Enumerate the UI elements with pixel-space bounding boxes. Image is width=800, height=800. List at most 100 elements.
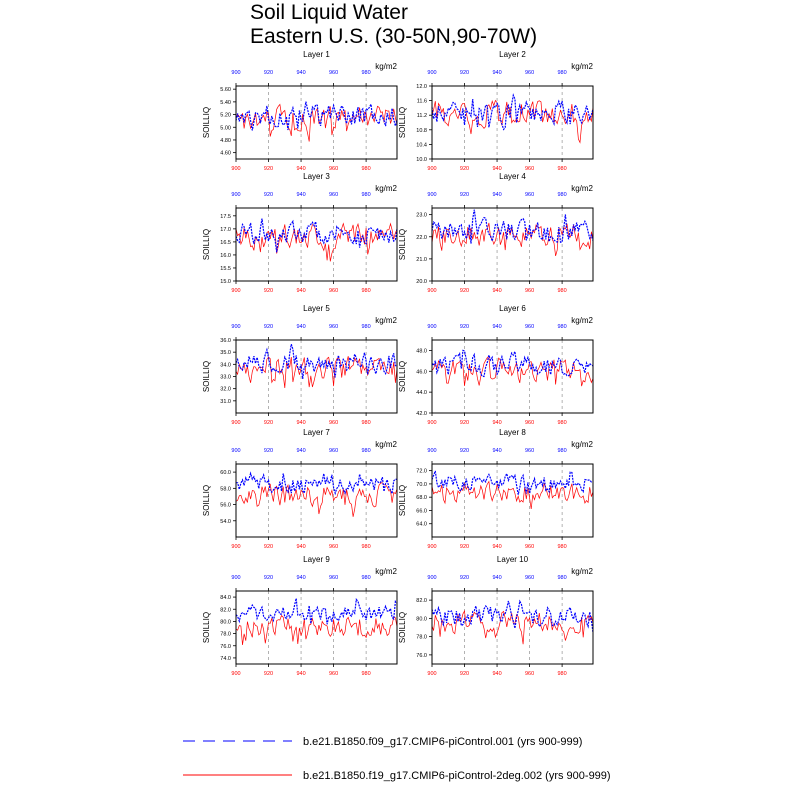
x-tick-label-bottom: 920 <box>460 288 469 294</box>
series-line-blue <box>235 344 397 379</box>
x-tick-label-bottom: 940 <box>492 288 501 294</box>
panel-title: Layer 5 <box>303 304 330 313</box>
x-tick-label-top: 940 <box>296 448 305 454</box>
y-tick-label: 80.0 <box>416 616 427 622</box>
x-tick-label-top: 920 <box>264 324 273 330</box>
x-tick-label-bottom: 980 <box>558 544 567 550</box>
y-axis-label: SOILLIQ <box>398 612 407 643</box>
panel-title: Layer 2 <box>499 50 526 59</box>
x-tick-label-top: 920 <box>460 70 469 76</box>
x-tick-label-bottom: 980 <box>362 166 371 172</box>
panel-4: Layer 4 kg/m2 SOILLIQ 900 900 920 920 940 940 960… <box>398 172 594 294</box>
y-tick-label: 46.0 <box>416 369 427 375</box>
panel-2: Layer 2 kg/m2 SOILLIQ 900 900 920 920 940 940 960… <box>398 50 594 172</box>
series-line-red <box>235 222 398 262</box>
series-line-red <box>431 480 594 510</box>
x-tick-label-bottom: 900 <box>231 288 240 294</box>
y-tick-label: 42.0 <box>416 411 427 417</box>
x-tick-label-top: 900 <box>231 192 240 198</box>
legend-label: b.e21.B1850.f19_g17.CMIP6-piControl-2deg… <box>303 770 611 782</box>
series-line-red <box>431 355 594 387</box>
x-tick-label-top: 980 <box>558 575 567 581</box>
x-tick-label-bottom: 960 <box>525 288 534 294</box>
y-tick-label: 5.00 <box>220 125 231 131</box>
x-tick-label-top: 940 <box>492 448 501 454</box>
x-tick-label-bottom: 980 <box>362 544 371 550</box>
x-tick-label-bottom: 920 <box>264 671 273 677</box>
y-tick-label: 34.0 <box>220 362 231 368</box>
plot-frame <box>431 463 594 538</box>
panel-title: Layer 8 <box>499 428 526 437</box>
x-tick-label-top: 980 <box>362 575 371 581</box>
y-axis-label: SOILLIQ <box>202 485 211 516</box>
x-tick-label-top: 980 <box>362 70 371 76</box>
x-tick-label-bottom: 960 <box>525 671 534 677</box>
x-tick-label-top: 920 <box>460 575 469 581</box>
x-tick-label-top: 960 <box>329 448 338 454</box>
y-axis-label: SOILLIQ <box>202 612 211 643</box>
x-tick-label-top: 920 <box>264 192 273 198</box>
y-tick-label: 11.2 <box>417 113 427 119</box>
y-tick-label: 16.5 <box>220 240 231 246</box>
panel-6: Layer 6 kg/m2 SOILLIQ 900 900 920 920 940 940 960… <box>398 304 594 426</box>
panel-5: Layer 5 kg/m2 SOILLIQ 900 900 920 920 940 940 960… <box>202 304 398 426</box>
x-tick-label-bottom: 900 <box>231 544 240 550</box>
x-tick-label-bottom: 920 <box>264 166 273 172</box>
y-tick-label: 17.0 <box>220 227 231 233</box>
x-tick-label-bottom: 900 <box>427 544 436 550</box>
panel-title: Layer 3 <box>303 172 330 181</box>
x-tick-label-top: 960 <box>525 324 534 330</box>
x-tick-label-top: 940 <box>492 324 501 330</box>
x-tick-label-top: 980 <box>558 192 567 198</box>
units-label: kg/m2 <box>571 62 593 71</box>
y-tick-label: 78.0 <box>220 632 231 638</box>
y-tick-label: 5.40 <box>220 100 231 106</box>
x-tick-label-top: 940 <box>296 575 305 581</box>
series-line-red <box>235 356 398 389</box>
x-tick-label-top: 980 <box>362 448 371 454</box>
x-tick-label-top: 980 <box>558 324 567 330</box>
y-tick-label: 64.0 <box>416 522 427 528</box>
series-line-blue <box>431 209 594 244</box>
y-tick-label: 54.0 <box>220 519 231 525</box>
x-tick-label-top: 900 <box>231 324 240 330</box>
units-label: kg/m2 <box>571 316 593 325</box>
series-line-blue <box>431 349 594 378</box>
y-tick-label: 82.0 <box>220 607 231 613</box>
y-tick-label: 44.0 <box>416 390 427 396</box>
panel-10: Layer 10 kg/m2 SOILLIQ 900 900 920 920 940 940 96… <box>398 555 594 677</box>
x-tick-label-bottom: 900 <box>427 671 436 677</box>
x-tick-label-bottom: 920 <box>264 288 273 294</box>
x-tick-label-top: 900 <box>231 575 240 581</box>
x-tick-label-bottom: 940 <box>492 671 501 677</box>
y-tick-label: 5.20 <box>220 113 231 119</box>
legend-label: b.e21.B1850.f09_g17.CMIP6-piControl.001 … <box>303 736 582 748</box>
x-tick-label-top: 960 <box>329 70 338 76</box>
x-tick-label-top: 920 <box>264 448 273 454</box>
x-tick-label-top: 940 <box>296 70 305 76</box>
plot-frame <box>235 590 398 665</box>
y-tick-label: 4.60 <box>220 151 231 157</box>
x-tick-label-bottom: 920 <box>460 671 469 677</box>
x-tick-label-top: 900 <box>427 192 436 198</box>
x-tick-label-top: 960 <box>525 575 534 581</box>
x-tick-label-top: 940 <box>492 192 501 198</box>
series-line-red <box>235 103 398 142</box>
series-line-blue <box>235 597 398 625</box>
y-tick-label: 17.5 <box>220 214 231 220</box>
y-tick-label: 10.8 <box>416 128 427 134</box>
x-tick-label-bottom: 920 <box>264 544 273 550</box>
x-tick-label-top: 900 <box>231 70 240 76</box>
plot-frame <box>431 339 594 414</box>
y-axis-label: SOILLIQ <box>398 361 407 392</box>
x-tick-label-bottom: 940 <box>296 166 305 172</box>
x-tick-label-top: 980 <box>558 70 567 76</box>
panel-9: Layer 9 kg/m2 SOILLIQ 900 900 920 920 940 940 960… <box>202 555 398 677</box>
y-axis-label: SOILLIQ <box>398 229 407 260</box>
units-label: kg/m2 <box>375 184 397 193</box>
x-tick-label-bottom: 940 <box>296 544 305 550</box>
series-line-blue <box>431 470 594 495</box>
x-tick-label-top: 920 <box>460 192 469 198</box>
chart-title-line-2: Eastern U.S. (30-50N,90-70W) <box>250 25 538 48</box>
plot-frame <box>235 207 398 282</box>
